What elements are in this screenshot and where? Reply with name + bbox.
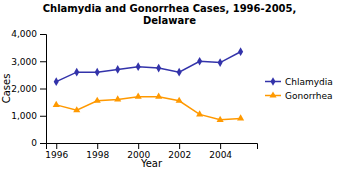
tick-label: 2,000 <box>11 84 37 94</box>
tick-label: 1996 <box>45 150 68 160</box>
tick: 0 <box>31 138 46 148</box>
series-marker <box>237 114 244 120</box>
tick: 1,000 <box>11 111 46 121</box>
tick: 4,000 <box>11 29 46 39</box>
tick: 1998 <box>86 143 109 160</box>
series-marker <box>197 57 202 66</box>
series-marker <box>176 97 183 103</box>
legend-label: Gonorrhea <box>285 91 333 101</box>
series-marker <box>115 65 120 74</box>
legend-marker <box>269 91 276 97</box>
series-line <box>56 52 240 82</box>
series-marker <box>114 95 121 101</box>
tick-label: 4,000 <box>11 29 37 39</box>
series-marker <box>136 62 141 71</box>
y-axis-label: Cases <box>1 74 12 104</box>
tick-mark <box>40 89 46 90</box>
tick-mark <box>40 143 46 144</box>
series-marker <box>74 68 79 77</box>
legend: Chlamydia Gonorrhea <box>265 77 333 101</box>
series-marker <box>196 110 203 116</box>
title: Chlamydia and Gonorrhea Cases, 1996-2005… <box>43 3 297 26</box>
tick: 2,000 <box>11 84 46 94</box>
series-line <box>56 97 240 120</box>
series-marker <box>73 106 80 112</box>
legend-label: Chlamydia <box>285 77 333 87</box>
marks <box>53 47 244 122</box>
tick-mark <box>220 143 221 149</box>
series-marker <box>156 64 161 73</box>
tick-mark <box>179 143 180 149</box>
tick-label: 2002 <box>168 150 191 160</box>
tick: 2004 <box>209 143 232 160</box>
series-marker <box>95 68 100 77</box>
tick-mark <box>56 143 57 149</box>
legend-item: Chlamydia <box>265 77 333 87</box>
tick: 1996 <box>45 143 68 160</box>
x-axis-label: Year <box>140 158 163 169</box>
series-marker <box>177 68 182 77</box>
series-marker <box>54 77 59 86</box>
series-marker <box>217 116 224 122</box>
plot-area: 1996199820002002200401,0002,0003,0004,00… <box>11 29 257 160</box>
tick-mark <box>40 116 46 117</box>
y-axis: 0 1,000 2,000 3,000 4,000 <box>11 29 46 148</box>
tick: 3,000 <box>11 57 46 67</box>
tick-mark <box>138 143 139 149</box>
series-marker <box>218 58 223 67</box>
tick-mark <box>40 61 46 62</box>
series-marker <box>238 47 243 56</box>
tick-mark <box>97 143 98 149</box>
tick: 2002 <box>168 143 191 160</box>
legend-marker <box>270 77 275 86</box>
tick-label: 2004 <box>209 150 232 160</box>
legend-item: Gonorrhea <box>265 91 333 101</box>
series-marker <box>135 93 142 99</box>
axis-line <box>47 144 258 150</box>
tick-label: 0 <box>31 138 37 148</box>
series-marker <box>94 97 101 103</box>
chart: 1996199820002002200401,0002,0003,0004,00… <box>0 0 339 171</box>
tick-label: 1,000 <box>11 111 37 121</box>
axis-line <box>40 35 47 144</box>
tick-label: 3,000 <box>11 57 37 67</box>
series-marker <box>53 101 60 107</box>
tick-mark <box>40 34 46 35</box>
tick-label: 1998 <box>86 150 109 160</box>
series-marker <box>155 93 162 99</box>
